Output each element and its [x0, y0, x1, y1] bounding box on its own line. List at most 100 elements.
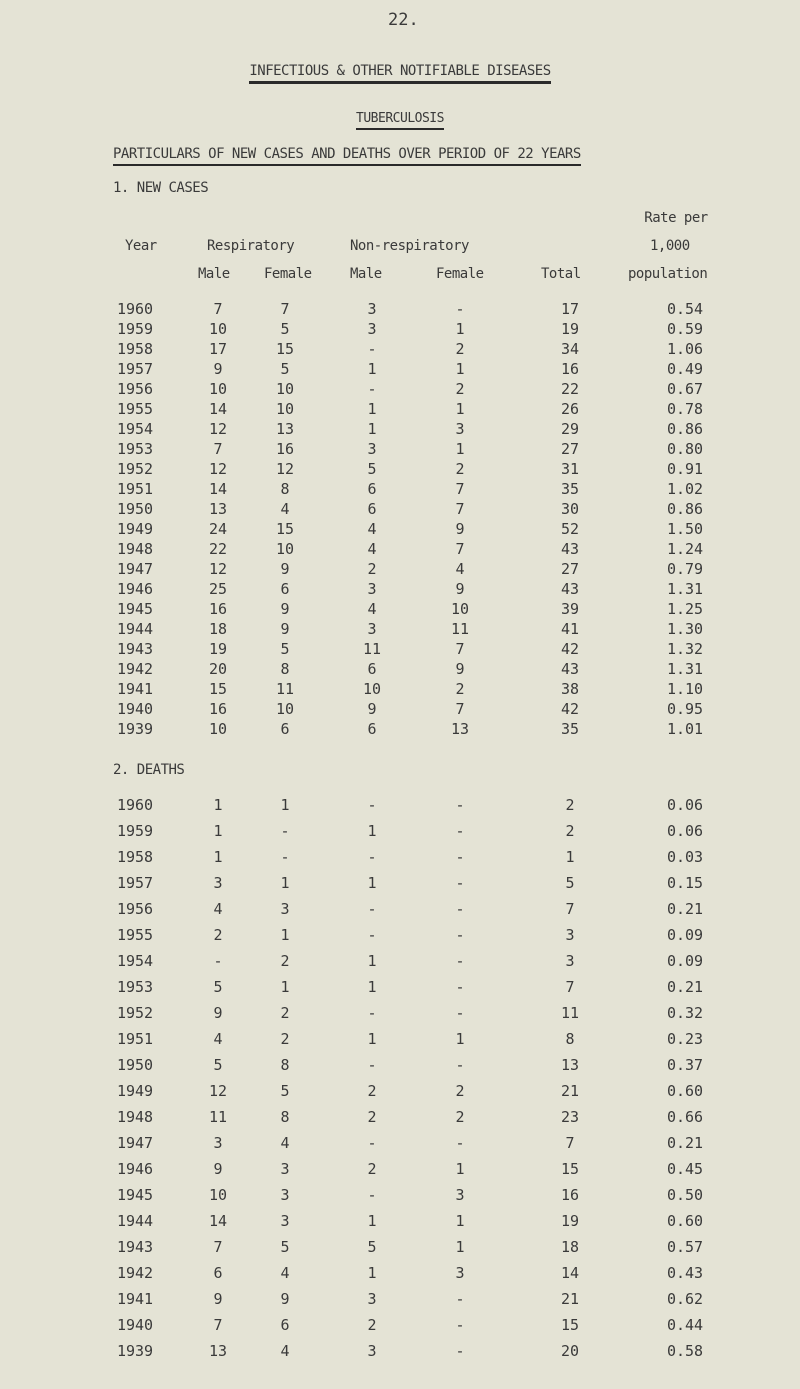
cell-rate: 1.01 [666, 720, 704, 738]
cell-nonresp-male: 4 [367, 540, 377, 558]
table-row: 1942 6 4 1 3 14 0.43 [0, 1264, 800, 1282]
cell-total: 26 [560, 400, 580, 418]
cell-year: 1953 [116, 440, 154, 458]
cell-nonresp-male: 2 [367, 560, 377, 578]
cell-year: 1958 [116, 340, 154, 358]
cell-rate: 0.09 [666, 952, 704, 970]
cell-resp-male: 10 [208, 320, 228, 338]
heading: INFECTIOUS & OTHER NOTIFIABLE DISEASES [0, 63, 800, 84]
cell-nonresp-male: 6 [367, 480, 377, 498]
col-rate-2: 1,000 [650, 238, 690, 254]
cell-rate: 0.78 [666, 400, 704, 418]
cell-total: 16 [560, 1186, 580, 1204]
cell-nonresp-female: 9 [455, 660, 465, 678]
cell-resp-female: 10 [275, 380, 295, 398]
cell-resp-female: 13 [275, 420, 295, 438]
cell-resp-male: 5 [213, 978, 223, 996]
cell-resp-female: 10 [275, 540, 295, 558]
cell-resp-male: 10 [208, 380, 228, 398]
table-row: 1957 3 1 1 - 5 0.15 [0, 874, 800, 892]
cell-resp-male: 7 [213, 1238, 223, 1256]
cell-rate: 1.24 [666, 540, 704, 558]
table-row: 1958 17 15 - 2 34 1.06 [0, 340, 800, 358]
cell-resp-male: 12 [208, 460, 228, 478]
cell-rate: 0.23 [666, 1030, 704, 1048]
cell-nonresp-male: 4 [367, 600, 377, 618]
table-row: 1955 14 10 1 1 26 0.78 [0, 400, 800, 418]
cell-resp-male: 6 [213, 1264, 223, 1282]
cell-total: 1 [565, 848, 575, 866]
cell-nonresp-male: 2 [367, 1082, 377, 1100]
cell-resp-female: 3 [280, 1160, 290, 1178]
cell-resp-female: 8 [280, 1108, 290, 1126]
cell-rate: 1.06 [666, 340, 704, 358]
cell-rate: 0.32 [666, 1004, 704, 1022]
cell-nonresp-male: 6 [367, 720, 377, 738]
cell-resp-male: 1 [213, 848, 223, 866]
cell-total: 29 [560, 420, 580, 438]
cell-year: 1949 [116, 1082, 154, 1100]
cell-nonresp-female: - [455, 1056, 465, 1074]
cell-year: 1939 [116, 1342, 154, 1360]
cell-resp-male: 16 [208, 700, 228, 718]
cell-rate: 1.31 [666, 580, 704, 598]
cell-resp-female: 2 [280, 1030, 290, 1048]
cell-resp-male: 15 [208, 680, 228, 698]
cell-year: 1952 [116, 460, 154, 478]
cell-nonresp-male: - [367, 1004, 377, 1022]
cell-resp-male: 14 [208, 400, 228, 418]
col-non-respiratory: Non-respiratory [350, 238, 469, 254]
cell-resp-female: 1 [280, 796, 290, 814]
table-row: 1952 12 12 5 2 31 0.91 [0, 460, 800, 478]
table-row: 1949 12 5 2 2 21 0.60 [0, 1082, 800, 1100]
cell-rate: 0.09 [666, 926, 704, 944]
cell-total: 43 [560, 580, 580, 598]
cell-year: 1960 [116, 796, 154, 814]
cell-nonresp-female: 2 [455, 1108, 465, 1126]
cell-nonresp-male: - [367, 380, 377, 398]
table-row: 1954 12 13 1 3 29 0.86 [0, 420, 800, 438]
table-row: 1951 14 8 6 7 35 1.02 [0, 480, 800, 498]
cell-nonresp-female: - [455, 874, 465, 892]
cell-resp-male: 7 [213, 440, 223, 458]
cell-resp-female: 3 [280, 900, 290, 918]
cell-nonresp-male: - [367, 926, 377, 944]
cell-total: 8 [565, 1030, 575, 1048]
deaths-label: 2. DEATHS [113, 762, 185, 778]
cell-resp-male: 3 [213, 874, 223, 892]
cell-resp-female: 10 [275, 400, 295, 418]
cell-nonresp-male: 9 [367, 700, 377, 718]
cell-nonresp-female: - [455, 1004, 465, 1022]
cell-resp-female: 1 [280, 926, 290, 944]
cell-nonresp-male: 3 [367, 440, 377, 458]
cell-year: 1944 [116, 1212, 154, 1230]
cell-nonresp-female: 2 [455, 340, 465, 358]
cell-resp-female: 15 [275, 520, 295, 538]
cell-resp-male: 9 [213, 1290, 223, 1308]
cell-resp-male: 9 [213, 1004, 223, 1022]
cell-total: 19 [560, 320, 580, 338]
col-total: Total [541, 266, 581, 282]
cell-resp-female: 2 [280, 1004, 290, 1022]
cell-nonresp-male: 4 [367, 520, 377, 538]
table-row: 1953 7 16 3 1 27 0.80 [0, 440, 800, 458]
cell-resp-male: 2 [213, 926, 223, 944]
cell-year: 1949 [116, 520, 154, 538]
cell-resp-male: 13 [208, 500, 228, 518]
cell-nonresp-female: 9 [455, 580, 465, 598]
cell-total: 2 [565, 796, 575, 814]
cell-nonresp-male: 2 [367, 1108, 377, 1126]
cell-nonresp-male: - [367, 900, 377, 918]
cell-nonresp-female: 2 [455, 380, 465, 398]
cell-total: 43 [560, 660, 580, 678]
cell-resp-male: 7 [213, 300, 223, 318]
cell-year: 1959 [116, 320, 154, 338]
cell-total: 30 [560, 500, 580, 518]
cell-nonresp-female: 2 [455, 680, 465, 698]
cell-rate: 0.21 [666, 900, 704, 918]
table-row: 1940 7 6 2 - 15 0.44 [0, 1316, 800, 1334]
table-row: 1949 24 15 4 9 52 1.50 [0, 520, 800, 538]
cell-resp-female: 11 [275, 680, 295, 698]
cell-year: 1942 [116, 1264, 154, 1282]
table-row: 1948 22 10 4 7 43 1.24 [0, 540, 800, 558]
